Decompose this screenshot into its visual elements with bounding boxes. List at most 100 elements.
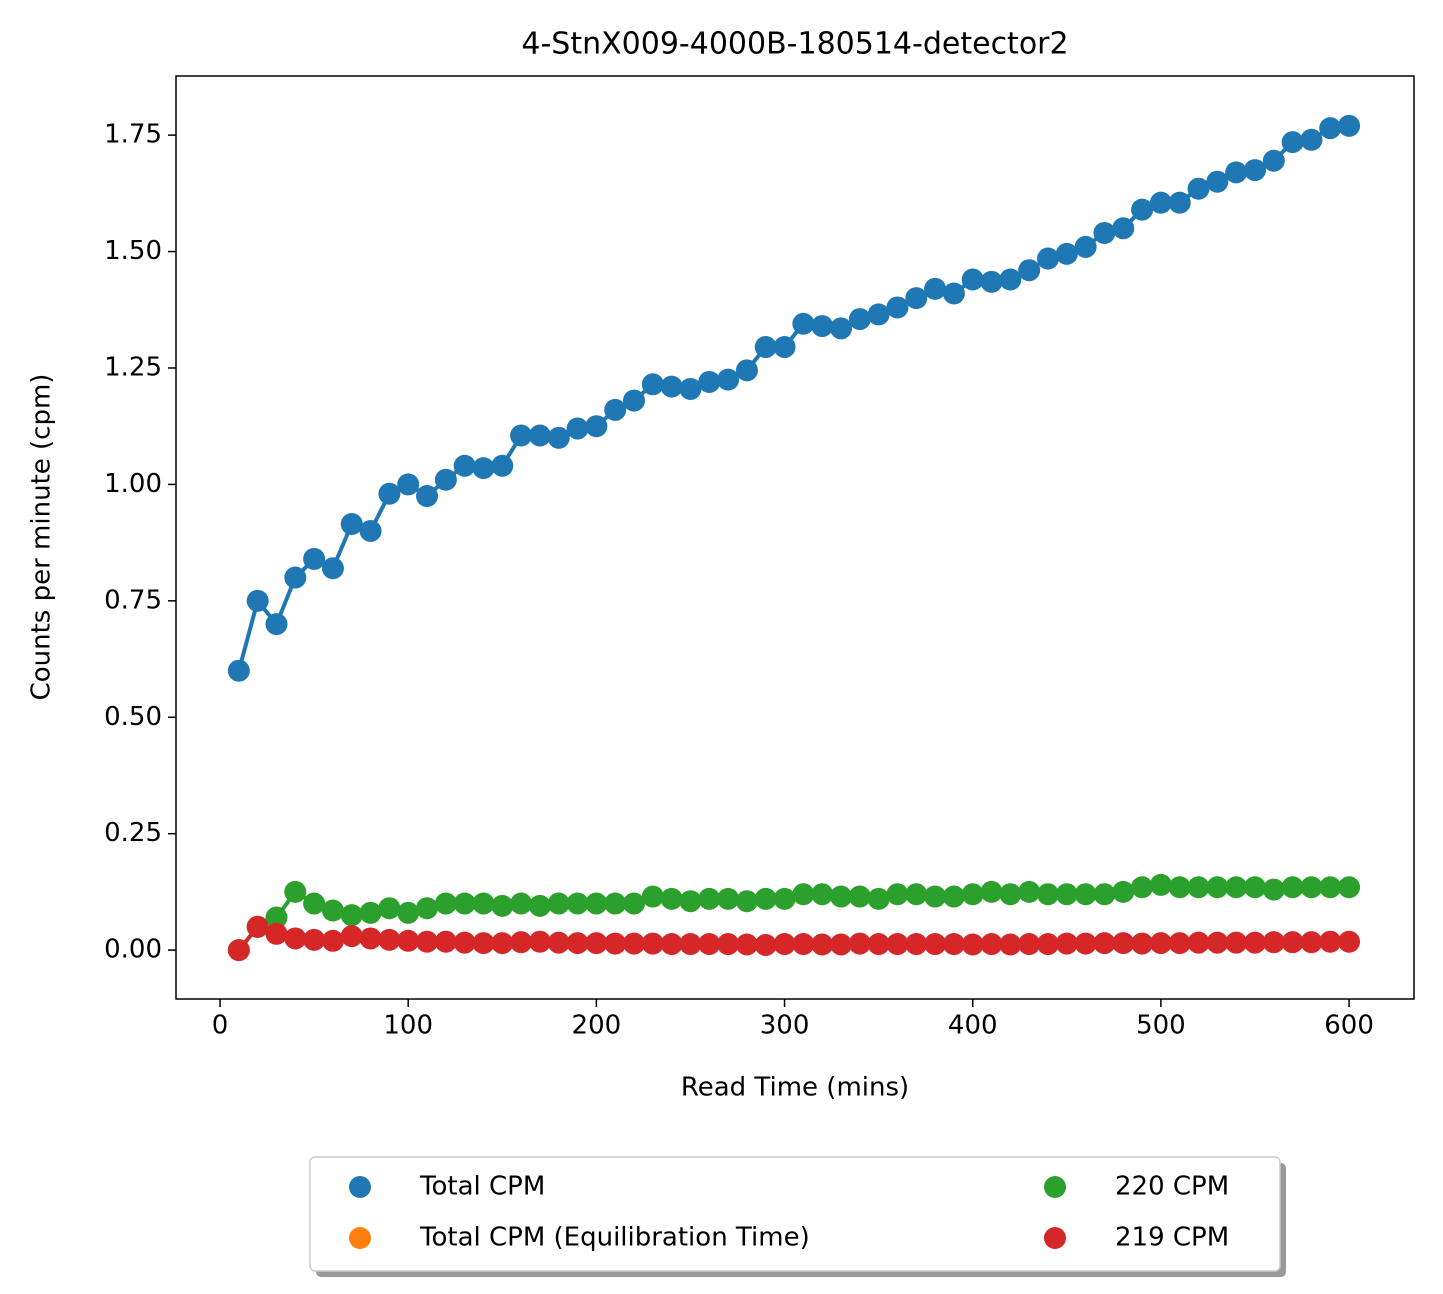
- data-point: [867, 887, 890, 910]
- data-point: [717, 368, 740, 391]
- x-tick-label: 400: [948, 1011, 998, 1041]
- data-point: [830, 933, 853, 956]
- data-point: [1093, 221, 1116, 244]
- data-point: [942, 282, 965, 305]
- data-point: [528, 424, 551, 447]
- data-point: [510, 892, 533, 915]
- data-point: [961, 883, 984, 906]
- data-point: [1206, 931, 1229, 954]
- data-point: [1338, 876, 1361, 899]
- x-tick-label: 200: [572, 1011, 622, 1041]
- data-point: [1037, 933, 1060, 956]
- x-tick-label: 100: [383, 1011, 433, 1041]
- data-point: [1112, 217, 1135, 240]
- data-point: [999, 933, 1022, 956]
- data-point: [1187, 177, 1210, 200]
- data-point: [1281, 931, 1304, 954]
- data-point: [698, 370, 721, 393]
- data-point: [1168, 191, 1191, 214]
- data-point: [641, 885, 664, 908]
- data-point: [1168, 932, 1191, 955]
- data-point: [623, 932, 646, 955]
- data-point: [735, 359, 758, 382]
- data-point: [321, 899, 344, 922]
- data-point: [359, 901, 382, 924]
- data-point: [942, 885, 965, 908]
- data-point: [397, 473, 420, 496]
- data-point: [867, 933, 890, 956]
- data-point: [1243, 931, 1266, 954]
- data-point: [453, 454, 476, 477]
- data-point: [698, 887, 721, 910]
- y-tick-label: 0.25: [104, 818, 162, 848]
- data-point: [528, 930, 551, 953]
- data-point: [961, 933, 984, 956]
- data-point: [416, 897, 439, 920]
- data-point: [735, 933, 758, 956]
- data-point: [811, 933, 834, 956]
- data-point: [660, 887, 683, 910]
- data-point: [378, 928, 401, 951]
- data-point: [340, 904, 363, 927]
- data-point: [754, 933, 777, 956]
- data-point: [472, 892, 495, 915]
- data-point: [1093, 932, 1116, 955]
- data-point: [1037, 883, 1060, 906]
- data-point: [848, 308, 871, 331]
- data-point: [585, 892, 608, 915]
- legend-box: [309, 1156, 1281, 1272]
- legend-label: Total CPM: [419, 1172, 545, 1202]
- data-point: [453, 931, 476, 954]
- data-point: [961, 268, 984, 291]
- legend-marker: [349, 1227, 371, 1249]
- data-point: [792, 933, 815, 956]
- x-tick-label: 600: [1324, 1011, 1374, 1041]
- data-point: [773, 336, 796, 359]
- data-point: [585, 415, 608, 438]
- data-point: [321, 557, 344, 580]
- data-point: [1149, 873, 1172, 896]
- data-point: [566, 417, 589, 440]
- data-point: [397, 901, 420, 924]
- data-point: [660, 933, 683, 956]
- data-point: [792, 883, 815, 906]
- data-point: [491, 932, 514, 955]
- data-point: [1225, 876, 1248, 899]
- plot-frame: [175, 75, 1415, 1000]
- data-point: [1243, 159, 1266, 182]
- y-axis-label: Counts per minute (cpm): [27, 374, 57, 701]
- data-point: [1300, 128, 1323, 151]
- data-point: [980, 933, 1003, 956]
- data-point: [303, 928, 326, 951]
- legend-label: Total CPM (Equilibration Time): [419, 1223, 810, 1253]
- data-point: [886, 296, 909, 319]
- data-point: [547, 426, 570, 449]
- data-point: [773, 933, 796, 956]
- data-point: [867, 303, 890, 326]
- data-point: [227, 659, 250, 682]
- legend-label: 219 CPM: [1115, 1223, 1229, 1253]
- data-point: [1262, 149, 1285, 172]
- data-point: [1149, 932, 1172, 955]
- data-point: [321, 929, 344, 952]
- legend-marker: [1044, 1176, 1066, 1198]
- data-point: [510, 424, 533, 447]
- data-point: [830, 885, 853, 908]
- data-point: [1055, 883, 1078, 906]
- data-point: [566, 892, 589, 915]
- data-point: [999, 883, 1022, 906]
- data-point: [1225, 931, 1248, 954]
- data-point: [1093, 883, 1116, 906]
- data-point: [1131, 876, 1154, 899]
- data-point: [246, 915, 269, 938]
- data-point: [1187, 876, 1210, 899]
- data-point: [942, 933, 965, 956]
- data-point: [811, 315, 834, 338]
- data-point: [905, 933, 928, 956]
- data-point: [303, 892, 326, 915]
- data-point: [905, 883, 928, 906]
- data-point: [1300, 876, 1323, 899]
- data-point: [284, 566, 307, 589]
- data-point: [924, 277, 947, 300]
